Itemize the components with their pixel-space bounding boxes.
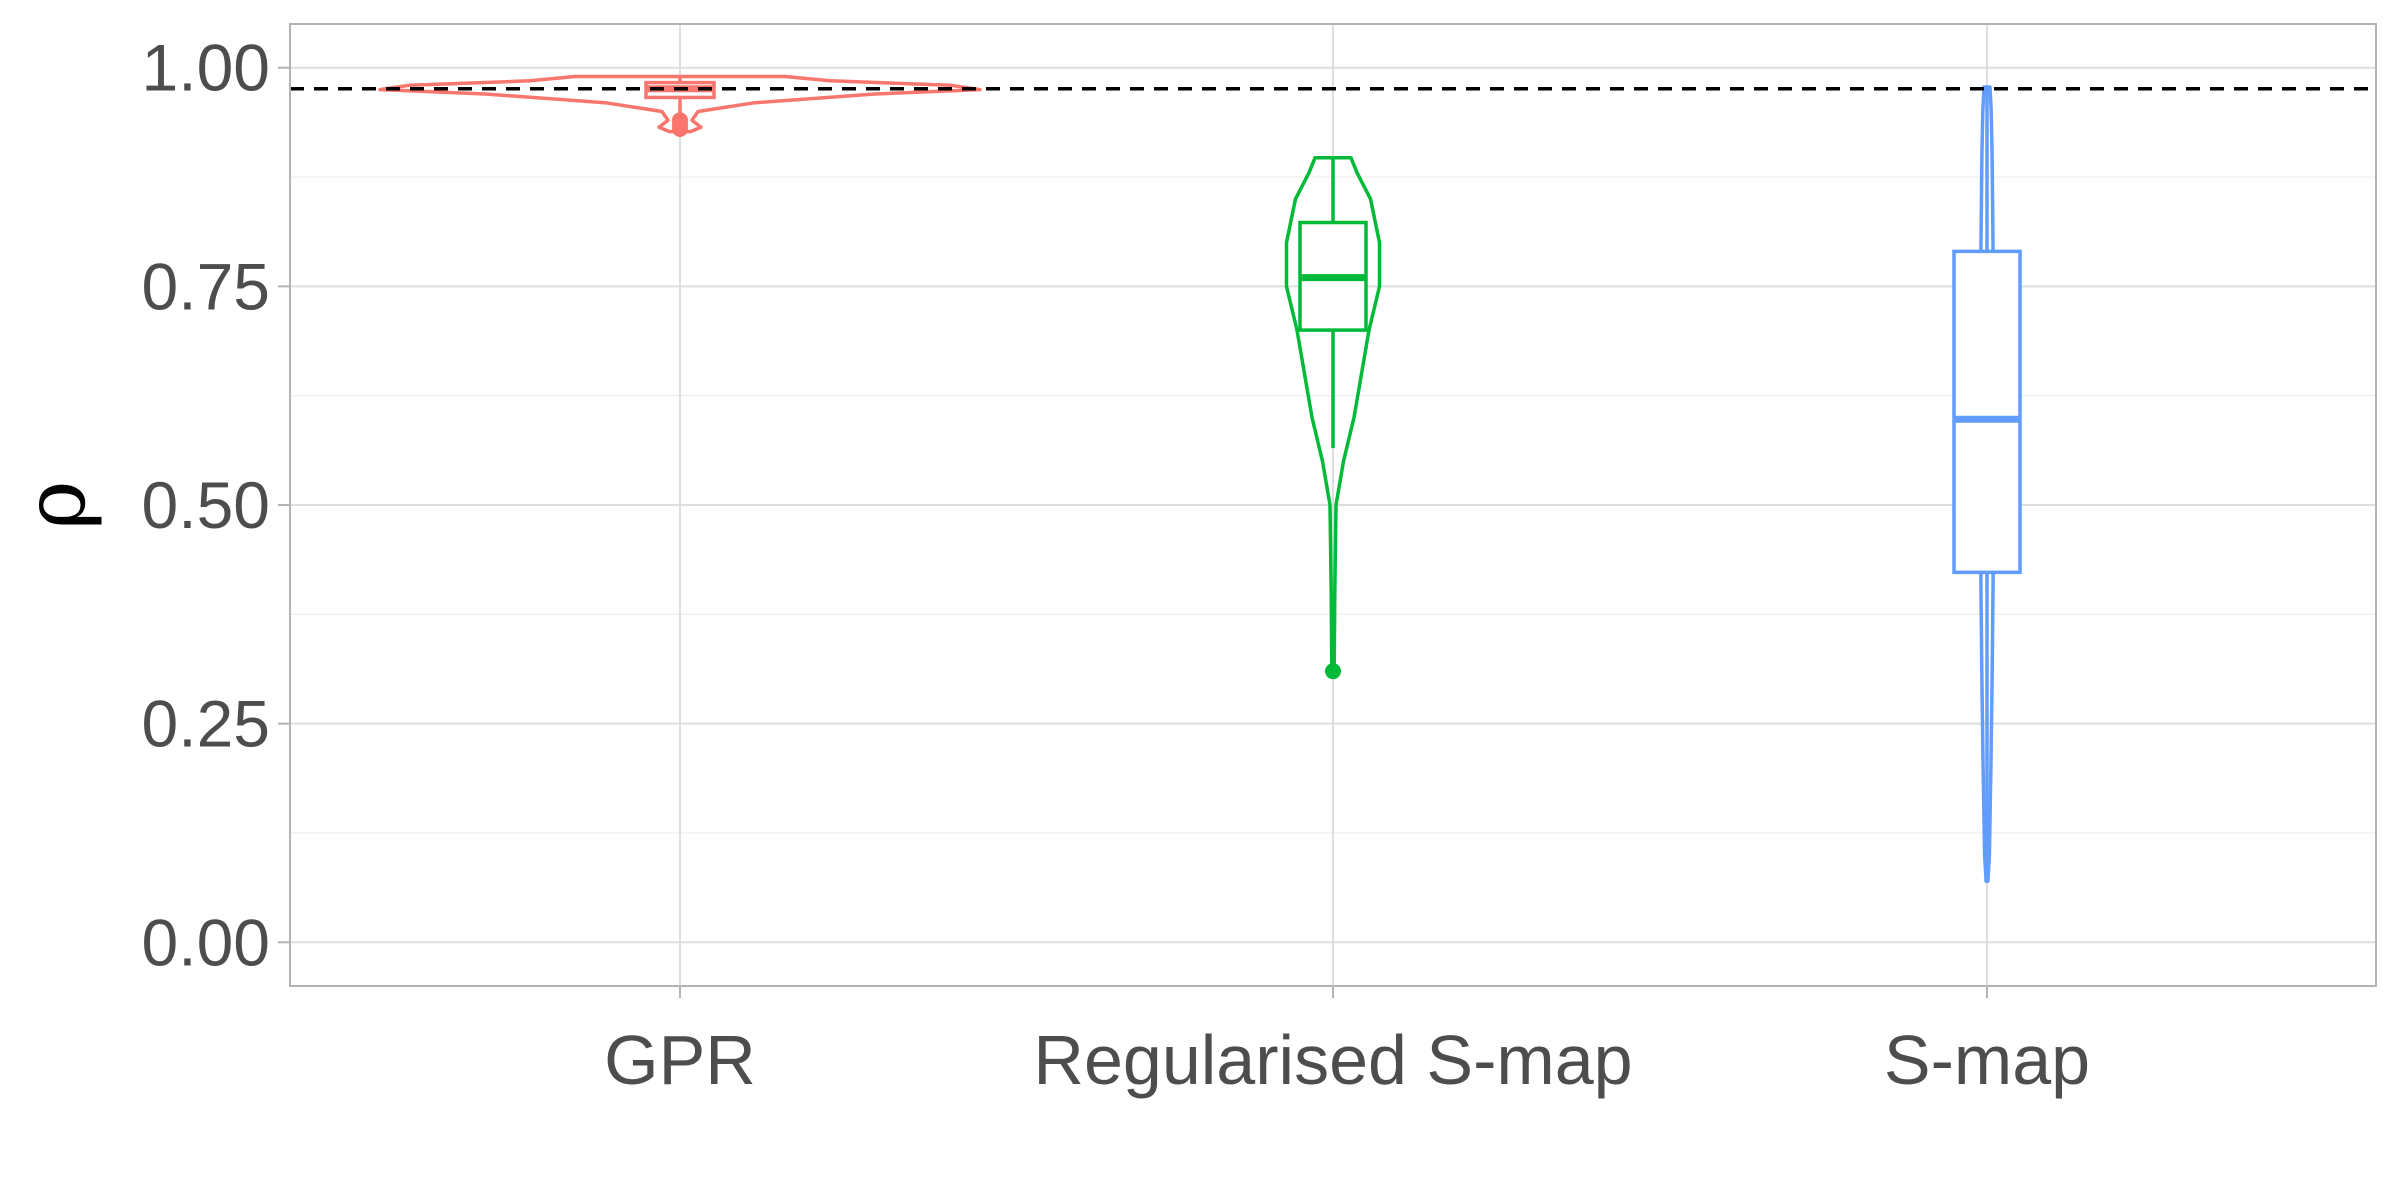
y-tick-label: 0.25 <box>142 687 270 761</box>
violin-outline <box>378 74 982 134</box>
outlier-point <box>672 120 688 137</box>
y-axis: 0.00 0.25 0.50 0.75 1.00 <box>142 31 290 979</box>
violin-group-regularised-s-map <box>1284 156 1382 680</box>
violin-group-s-map <box>1952 85 2022 883</box>
violin-group-gpr <box>378 74 982 137</box>
violins <box>378 74 2022 883</box>
x-tick-label: GPR <box>604 1021 756 1099</box>
outlier-point <box>1325 663 1341 680</box>
box <box>1952 249 2022 575</box>
x-tick-label: S-map <box>1884 1021 2090 1099</box>
y-tick-label: 0.50 <box>142 468 270 542</box>
y-tick-label: 0.75 <box>142 249 270 323</box>
x-tick-label: Regularised S-map <box>1033 1021 1632 1099</box>
y-tick-label: 0.00 <box>142 905 270 979</box>
violin-outline <box>1284 156 1382 673</box>
y-axis-title: ρ <box>6 480 104 529</box>
x-axis: GPR Regularised S-map S-map <box>604 986 2090 1099</box>
y-tick-label: 1.00 <box>142 31 270 105</box>
